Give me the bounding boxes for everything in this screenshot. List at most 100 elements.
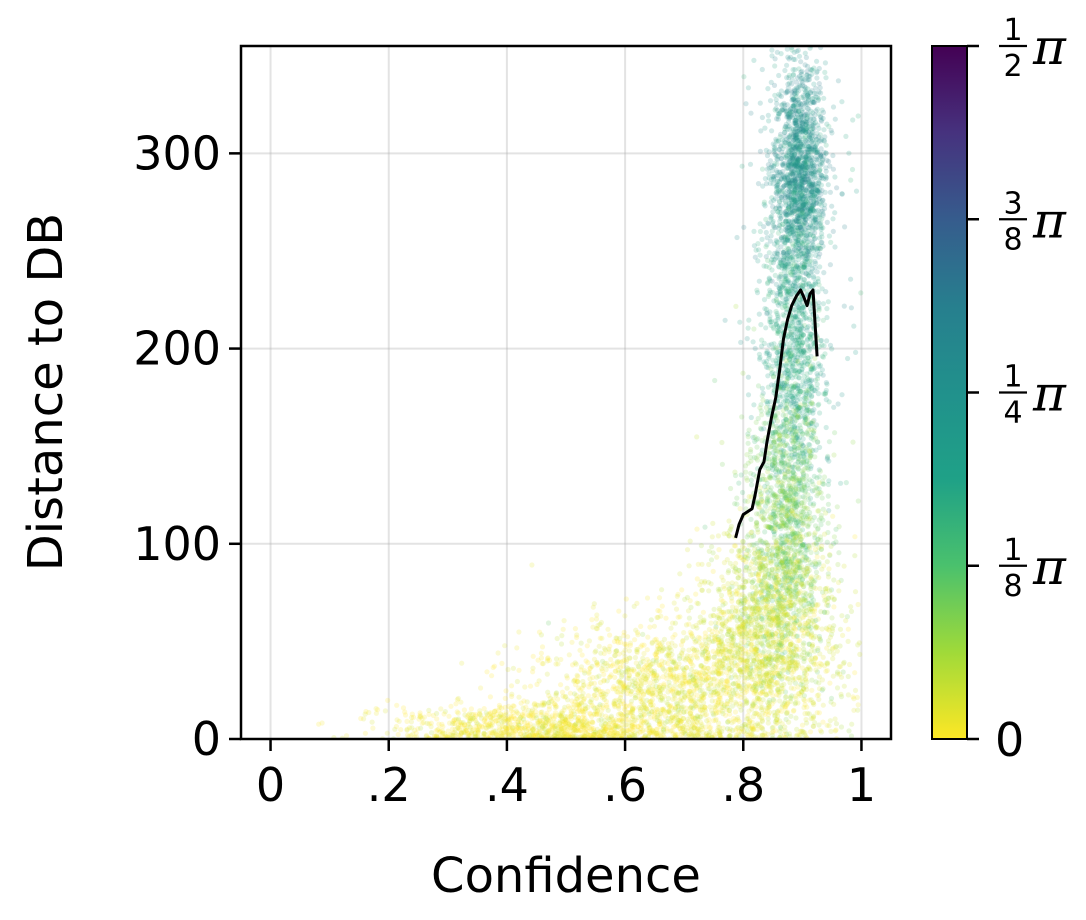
scatter-point [780,162,786,168]
scatter-point [808,194,814,200]
scatter-point [802,206,808,212]
scatter-point [827,189,834,195]
scatter-point [782,102,788,108]
scatter-point [796,146,802,152]
scatter-point [799,500,805,506]
scatter-point [708,557,715,563]
scatter-point [821,474,828,480]
scatter-point [839,191,845,197]
scatter-point [762,529,768,535]
scatter-point [816,305,822,311]
scatter-point [787,142,793,148]
scatter-point [812,235,818,241]
scatter-point [795,97,801,103]
scatter-point [814,68,820,74]
scatter-point [792,8,797,13]
scatter-point [790,96,797,103]
scatter-point [804,177,810,183]
scatter-point [815,616,821,622]
scatter-point [757,425,764,431]
scatter-point [799,208,805,214]
scatter-point [814,157,820,163]
scatter-point [769,168,775,174]
scatter-point [792,132,799,138]
scatter-point [759,337,765,343]
scatter-point [801,238,807,244]
scatter-point [799,125,806,131]
scatter-point [776,222,782,228]
scatter-point [792,88,798,94]
scatter-point [802,170,809,177]
scatter-point [781,611,787,617]
scatter-point [816,89,822,95]
scatter-point [795,167,801,174]
scatter-point [799,175,805,182]
scatter-point [785,250,791,256]
scatter-point [806,136,812,142]
scatter-point [806,118,813,124]
scatter-point [800,215,806,221]
scatter-point [793,126,799,132]
scatter-point [799,367,805,373]
scatter-point [791,552,798,558]
scatter-point [808,208,814,214]
scatter-point [780,238,786,244]
scatter-point [794,263,800,269]
scatter-point [805,201,811,207]
scatter-point [746,317,752,323]
scatter-point [792,108,798,114]
scatter-point [797,197,803,203]
scatter-point [791,279,797,285]
scatter-point [784,110,790,116]
scatter-point [788,190,795,196]
scatter-point [803,716,809,723]
scatter-point [777,213,783,219]
scatter-point [726,518,732,524]
scatter-point [779,507,786,513]
scatter-point [804,258,810,264]
scatter-point [804,72,810,78]
scatter-point [795,156,801,162]
scatter-point [848,608,855,615]
scatter-point [759,592,765,598]
scatter-point [793,244,799,250]
scatter-point [806,123,813,129]
scatter-point [838,694,845,700]
scatter-point [787,238,794,244]
scatter-point [807,73,813,79]
scatter-point [804,173,811,179]
scatter-point [819,234,825,240]
scatter-point [799,190,805,196]
scatter-point [833,539,839,545]
scatter-point [795,215,801,221]
scatter-point [793,85,799,91]
scatter-point [810,185,816,191]
scatter-point [778,209,785,215]
scatter-point [794,159,801,165]
scatter-point [832,430,838,436]
scatter-point [740,489,746,496]
scatter-point [757,100,763,106]
scatter-point [777,189,783,195]
scatter-point [809,163,815,169]
scatter-point [808,108,814,114]
scatter-point [786,56,792,62]
scatter-point [806,129,812,135]
scatter-point [812,147,818,153]
scatter-point [792,177,799,183]
scatter-points [316,8,864,739]
scatter-point [778,93,785,100]
scatter-point [779,235,785,241]
scatter-point [789,249,796,255]
scatter-point [805,112,811,118]
scatter-point [798,181,804,187]
scatter-point [814,75,820,81]
scatter-point [857,651,863,658]
scatter-point [768,214,774,220]
scatter-point [783,513,789,519]
scatter-point [702,524,708,530]
scatter-point [799,108,805,114]
scatter-point [817,468,824,474]
scatter-point [790,72,797,78]
scatter-point [803,162,809,168]
